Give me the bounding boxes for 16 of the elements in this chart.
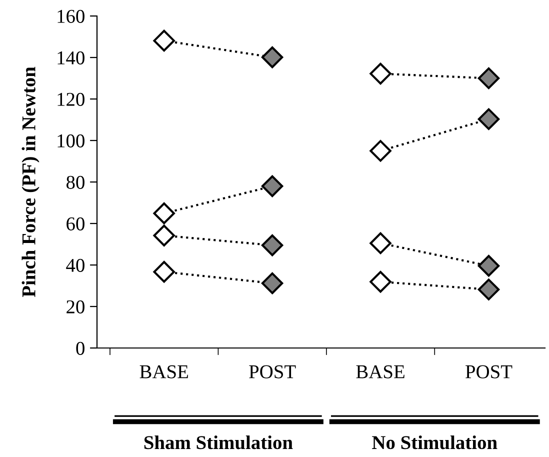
y-axis-title: Pinch Force (PF) in Newton bbox=[22, 66, 40, 298]
y-tick-label: 120 bbox=[58, 92, 84, 106]
y-tick-label: 40 bbox=[66, 258, 84, 272]
y-tick-label: 0 bbox=[76, 342, 84, 355]
y-tick-label: 140 bbox=[58, 51, 84, 64]
text: No Stimulation bbox=[372, 435, 498, 450]
y-tick-label: 20 bbox=[66, 300, 84, 314]
x-tick-label: POST bbox=[249, 365, 296, 378]
text: Sham Stimulation bbox=[144, 435, 293, 450]
y-tick-label: 60 bbox=[66, 217, 84, 230]
x-tick-label: BASE bbox=[356, 365, 404, 378]
y-tick-label: 80 bbox=[66, 176, 84, 189]
y-tick-label: 160 bbox=[58, 10, 84, 23]
x-tick-label: BASE bbox=[140, 365, 188, 378]
x-tick-label: POST bbox=[466, 365, 512, 378]
y-tick-label: 100 bbox=[58, 134, 84, 148]
